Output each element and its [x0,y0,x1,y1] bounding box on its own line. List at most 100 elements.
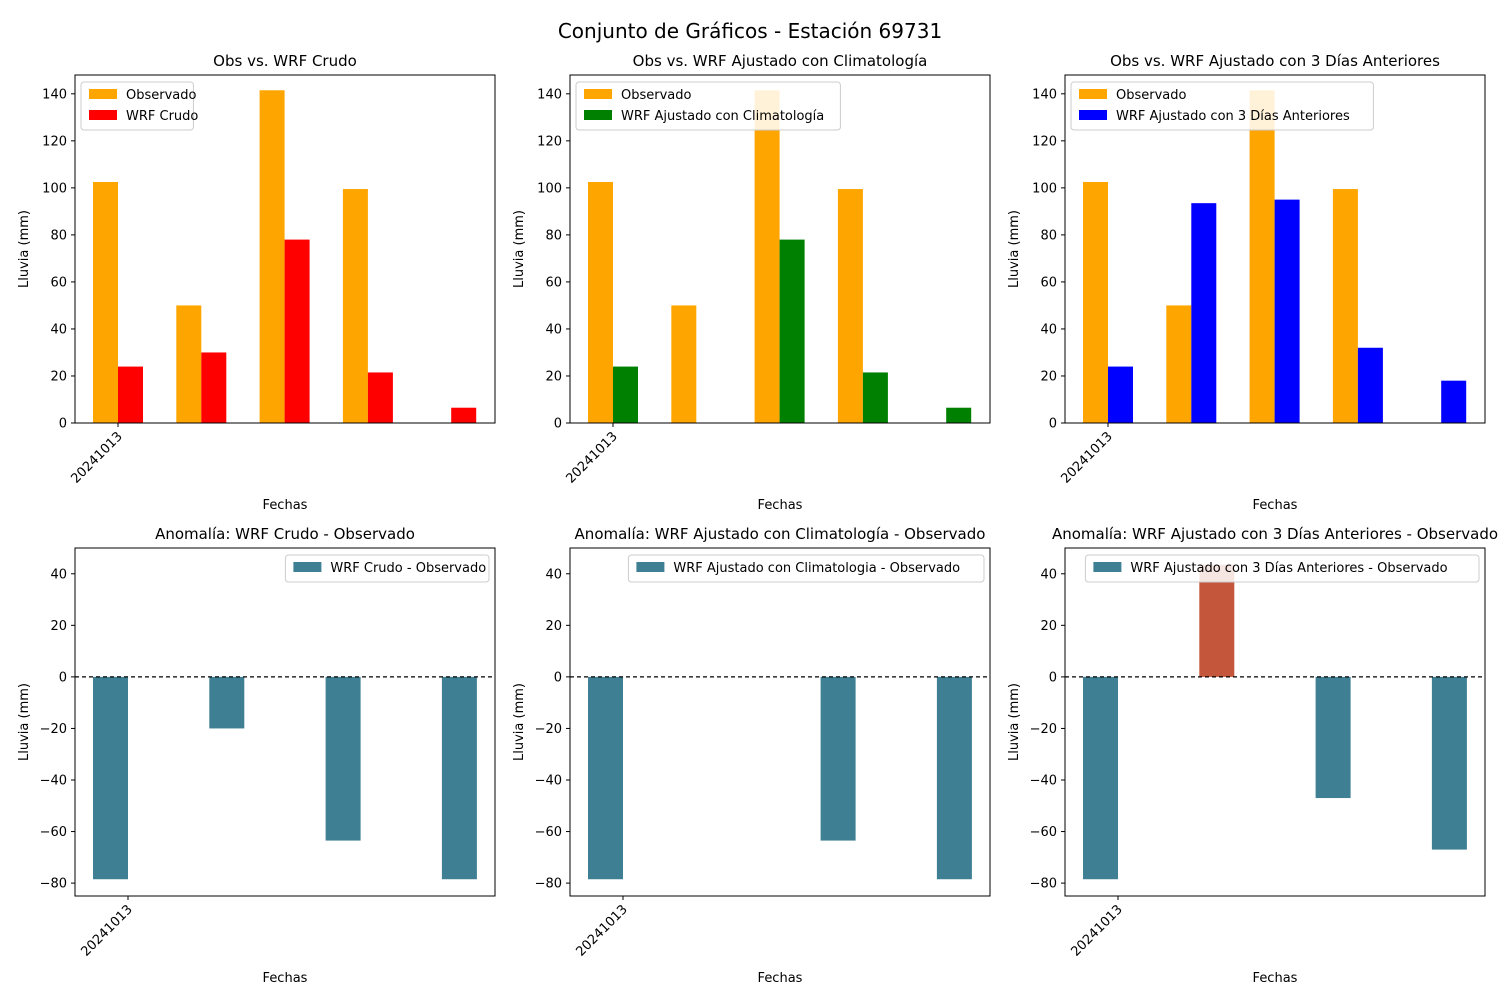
axes-frame [1064,74,1486,424]
anomaly-bar [93,676,128,880]
y-tick-label: 0 [554,670,562,685]
x-axis-label: Fechas [758,971,803,986]
legend-label: WRF Ajustado con Climatologia - Observad… [673,561,960,576]
x-tick-label: 20241013 [78,902,135,959]
y-tick-label: 0 [1049,670,1057,685]
chart-panel-2: Obs vs. WRF Ajustado con Climatología020… [512,52,991,513]
y-tick-label: 20 [545,369,562,384]
chart-title: Anomalía: WRF Ajustado con 3 Días Anteri… [1052,525,1498,543]
legend: WRF Ajustado con Climatologia - Observad… [627,554,985,583]
bar-observado [93,181,118,423]
axes-frame [569,74,991,424]
bar-observado [588,181,613,423]
y-tick-label: 120 [42,134,67,149]
bar-observado [176,305,202,423]
bar-wrf [1274,199,1300,423]
y-tick-label: 60 [50,275,67,290]
x-tick-label: 20241013 [68,429,125,486]
chart-title: Anomalía: WRF Crudo - Observado [155,525,415,543]
anomaly-bar [1083,676,1118,880]
legend-box [1084,554,1480,583]
legend-box [284,554,490,583]
y-tick-label: −80 [40,877,67,892]
anomaly-bar [588,676,623,880]
y-tick-label: 140 [537,87,562,102]
chart-title: Anomalía: WRF Ajustado con Climatología … [575,525,986,543]
y-tick-label: 0 [59,417,67,432]
bar-wrf [1357,347,1383,423]
x-axis-label: Fechas [1253,971,1298,986]
y-tick-label: 100 [42,181,67,196]
y-tick-label: 80 [545,228,562,243]
legend-swatch [89,110,117,120]
anomaly-bar [1431,676,1467,850]
chart-title: Obs vs. WRF Ajustado con 3 Días Anterior… [1110,52,1440,70]
y-tick-label: −60 [40,825,67,840]
legend-box [575,81,841,131]
legend-label: Observado [126,88,197,103]
legend-label: WRF Crudo - Observado [330,561,486,576]
legend-box [1070,81,1374,131]
legend-box [627,554,985,583]
y-axis-label: Lluvia (mm) [512,210,527,288]
anomaly-bar [936,676,972,880]
x-axis-label: Fechas [758,498,803,513]
y-axis-label: Lluvia (mm) [1007,210,1022,288]
anomaly-bar [209,676,245,729]
bar-observado [1249,90,1275,423]
legend-swatch [293,562,322,572]
chart-title: Obs vs. WRF Crudo [213,52,357,70]
bar-wrf [946,407,972,423]
bar-observado [259,90,285,423]
y-tick-label: 40 [545,567,562,582]
anomaly-bar [820,676,856,841]
bar-wrf [613,366,638,423]
bar-observado [1166,305,1192,423]
y-tick-label: −80 [535,877,562,892]
axes-frame [74,547,496,897]
y-tick-label: 40 [1040,567,1057,582]
legend-label: Observado [621,88,692,103]
y-tick-label: −20 [1030,722,1057,737]
chart-panel-3: Obs vs. WRF Ajustado con 3 Días Anterior… [1007,52,1486,513]
chart-panel-1: Obs vs. WRF Crudo 0 20 40 60 80 100 120 140 Lluvi… [17,52,496,513]
legend: Observado WRF Ajustado con 3 Días Anterio… [1070,81,1374,131]
y-tick-label: 80 [1040,228,1057,243]
y-tick-label: −20 [535,722,562,737]
bar-observado [342,189,368,423]
legend-swatch [1093,562,1122,572]
chart-title: Obs vs. WRF Ajustado con Climatología [633,52,928,70]
charts-container: Obs vs. WRF Crudo 0 20 40 60 80 100 120 140 Lluvi… [17,52,1498,986]
x-tick-label: 20241013 [563,429,620,486]
y-tick-label: 20 [545,619,562,634]
x-axis-label: Fechas [263,498,308,513]
axes-frame [569,547,991,897]
y-tick-label: −80 [1030,877,1057,892]
legend-swatch [1079,89,1107,99]
x-axis-label: Fechas [1253,498,1298,513]
y-tick-label: 0 [554,417,562,432]
legend: WRF Ajustado con 3 Días Anteriores - Obs… [1084,554,1480,583]
legend-label: WRF Ajustado con 3 Días Anteriores - Obs… [1130,561,1447,576]
y-tick-label: 40 [545,322,562,337]
y-tick-label: −60 [1030,825,1057,840]
y-tick-label: 100 [537,181,562,196]
legend-label: WRF Ajustado con Climatología [621,109,824,124]
legend: Observado WRF Ajustado con Climatología [575,81,841,131]
bar-wrf [779,239,805,423]
y-tick-label: 140 [42,87,67,102]
y-tick-label: 0 [1049,417,1057,432]
chart-panel-5: Anomalía: WRF Ajustado con Climatología … [512,525,991,986]
bar-wrf [1191,203,1217,423]
y-tick-label: 60 [545,275,562,290]
y-axis-label: Lluvia (mm) [17,683,32,761]
legend-swatch [584,110,612,120]
bar-observado [1332,189,1358,423]
figure-title: Conjunto de Gráficos - Estación 69731 [558,19,942,43]
y-tick-label: −20 [40,722,67,737]
chart-panel-4: Anomalía: WRF Crudo - Observado −80 −60 −40… [17,525,496,986]
legend-label: WRF Crudo [126,109,198,124]
bar-observado [1083,181,1108,423]
bar-wrf [451,407,477,423]
